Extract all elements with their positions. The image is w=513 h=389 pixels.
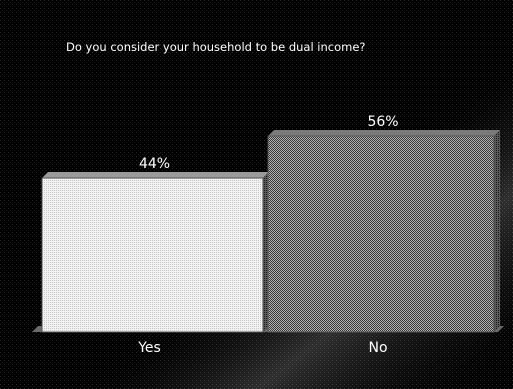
category-label-yes: Yes: [137, 340, 161, 356]
data-label-yes: 44%: [139, 156, 170, 172]
category-label-no: No: [368, 340, 387, 356]
chart-title: Do you consider your household to be dua…: [66, 40, 366, 54]
data-label-no: 56%: [367, 114, 398, 130]
bar-side-no: [494, 130, 500, 332]
bar-yes: [41, 177, 264, 333]
bar-top-no: [268, 130, 500, 136]
bar-no: [267, 135, 495, 333]
bar-top-yes: [42, 172, 269, 178]
bars-layer: [32, 130, 504, 333]
labels-layer: 44% Yes 56% No: [137, 114, 398, 356]
